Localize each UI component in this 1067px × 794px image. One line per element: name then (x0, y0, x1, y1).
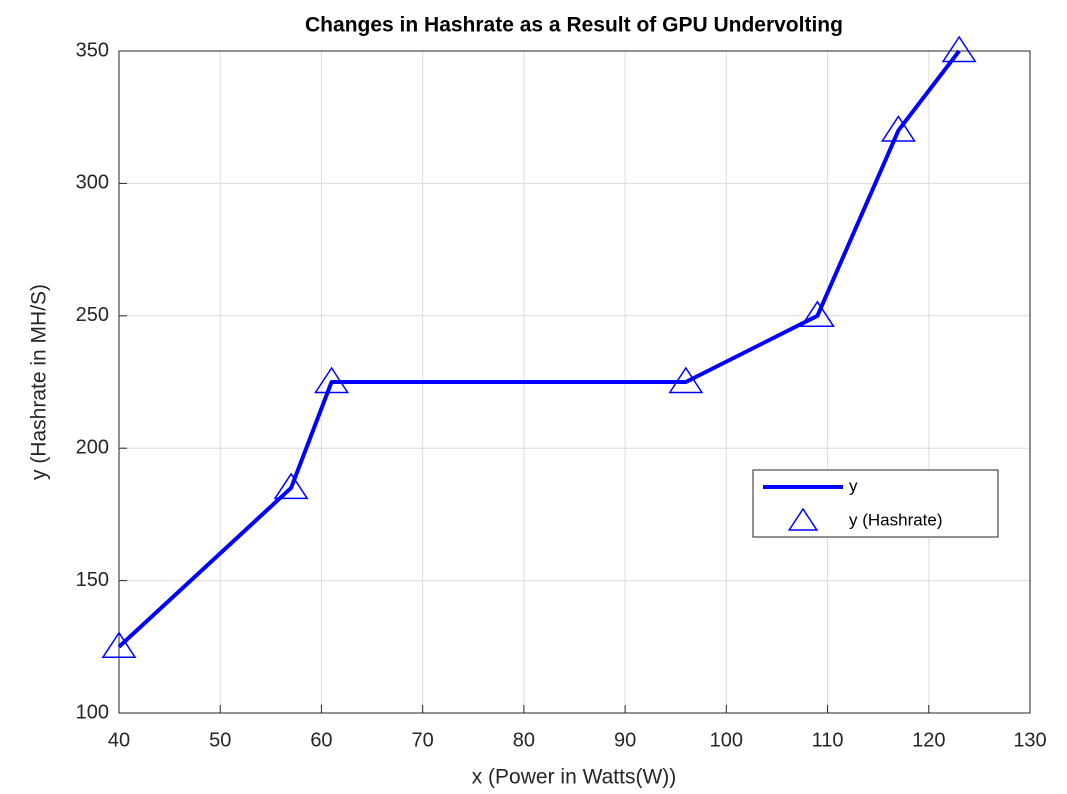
y-axis-label: y (Hashrate in MH/S) (28, 284, 51, 480)
legend-box (752, 469, 999, 538)
chart-title: Changes in Hashrate as a Result of GPU U… (305, 14, 843, 37)
x-axis-label: x (Power in Watts(W)) (472, 766, 677, 789)
x-tick-label: 40 (108, 729, 130, 751)
legend-label: y (Hashrate) (849, 510, 943, 529)
x-tick-label: 130 (1013, 729, 1046, 751)
marker (941, 35, 977, 63)
marker (799, 300, 835, 328)
x-tick-label: 60 (310, 729, 332, 751)
line (117, 49, 961, 649)
y-tick-label: 350 (76, 39, 109, 61)
x-tick-label: 100 (710, 729, 743, 751)
marker (101, 631, 137, 659)
marker (880, 115, 916, 142)
y-tick-label: 150 (76, 569, 109, 591)
plot-frame (118, 50, 1031, 714)
marker (668, 366, 704, 394)
y-tick-label: 200 (76, 436, 109, 458)
x-tick-label: 110 (812, 729, 844, 751)
legend-label: y (849, 476, 858, 495)
marker (314, 366, 350, 394)
x-tick-label: 50 (209, 729, 231, 751)
x-tick-label: 120 (912, 729, 945, 751)
x-tick-label: 90 (614, 729, 636, 751)
y-tick-label: 250 (76, 304, 109, 326)
y-tick-label: 300 (76, 172, 109, 194)
y-tick-label: 100 (76, 701, 109, 723)
legend-symbol (787, 507, 819, 531)
marker (273, 472, 309, 500)
x-tick-label: 70 (412, 729, 434, 751)
x-tick-label: 80 (513, 729, 535, 751)
